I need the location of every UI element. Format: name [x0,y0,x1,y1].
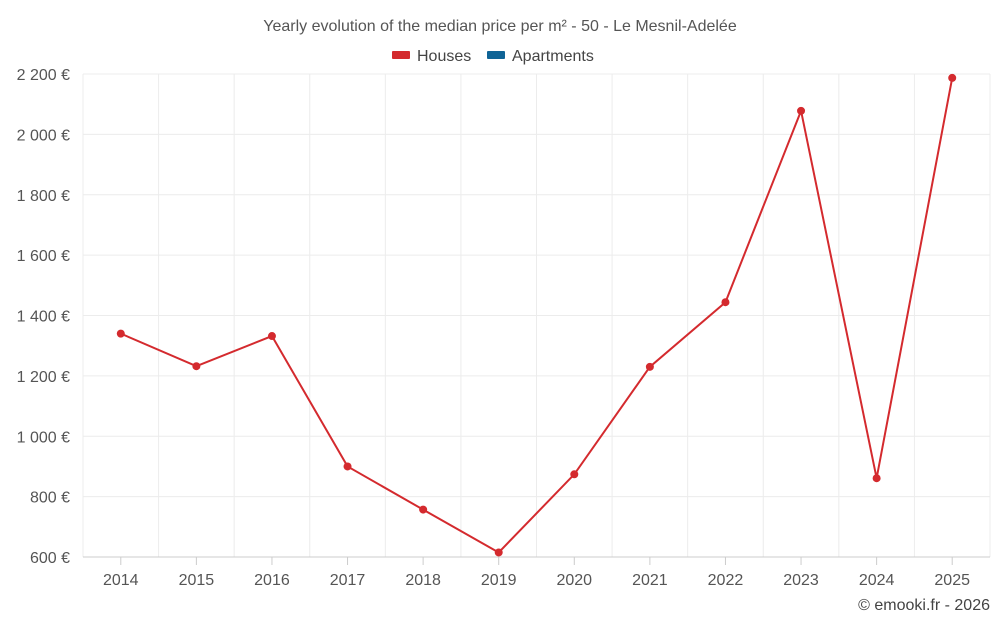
houses-point-2014[interactable] [116,329,125,338]
houses-point-2017[interactable] [343,462,352,471]
x-axis-ticks: 2014 2015 2016 2017 2018 2019 2020 2021 2022 2023… [103,557,970,589]
x-gridlines [82,74,991,557]
x-tick-label: 2025 [934,572,970,589]
y-axis-ticks: 600 € 800 € 1 000 € 1 200 € 1 400 € 1 600 € 1 … [17,67,70,567]
y-tick-label: 1 800 € [17,188,70,205]
y-tick-label: 600 € [30,550,70,567]
legend-houses-label[interactable]: Houses [417,48,471,65]
houses-point-2021[interactable] [645,362,654,371]
houses-point-2025[interactable] [948,73,957,82]
x-tick-label: 2023 [783,572,819,589]
y-tick-label: 800 € [30,490,70,507]
x-tick-label: 2015 [179,572,215,589]
legend-houses-swatch [392,51,410,59]
x-tick-label: 2022 [708,572,744,589]
x-tick-label: 2021 [632,572,668,589]
series-houses [116,73,957,557]
x-tick-label: 2014 [103,572,139,589]
x-tick-label: 2017 [330,572,366,589]
y-tick-label: 1 200 € [17,369,70,386]
y-tick-label: 1 400 € [17,309,70,326]
houses-point-2016[interactable] [267,332,276,341]
x-tick-label: 2024 [859,572,895,589]
x-tick-label: 2018 [405,572,441,589]
houses-line [120,77,954,554]
houses-point-2024[interactable] [872,474,881,483]
credit-text: © emooki.fr - 2026 [858,597,990,614]
houses-point-2018[interactable] [419,505,428,514]
y-tick-label: 2 200 € [17,67,70,84]
houses-point-2023[interactable] [797,106,806,115]
houses-point-2015[interactable] [192,362,201,371]
houses-point-2020[interactable] [570,470,579,479]
x-tick-label: 2016 [254,572,290,589]
chart-title: Yearly evolution of the median price per… [263,18,737,35]
houses-point-2019[interactable] [494,548,503,557]
x-tick-label: 2019 [481,572,517,589]
legend: Houses Apartments [392,48,594,65]
legend-apartments-swatch [487,51,505,59]
houses-point-2022[interactable] [721,298,730,307]
y-tick-label: 1 000 € [17,429,70,446]
legend-apartments-label[interactable]: Apartments [512,48,594,65]
y-tick-label: 2 000 € [17,127,70,144]
x-tick-label: 2020 [556,572,592,589]
y-tick-label: 1 600 € [17,248,70,265]
